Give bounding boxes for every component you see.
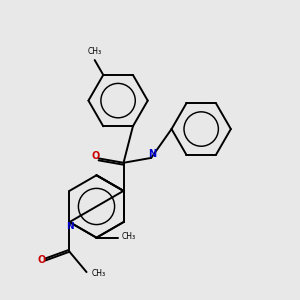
Text: O: O bbox=[91, 151, 100, 161]
Text: N: N bbox=[148, 149, 157, 159]
Text: N: N bbox=[66, 222, 73, 231]
Text: CH₃: CH₃ bbox=[92, 269, 106, 278]
Text: O: O bbox=[38, 256, 46, 266]
Text: CH₃: CH₃ bbox=[122, 232, 136, 241]
Text: CH₃: CH₃ bbox=[88, 46, 102, 56]
